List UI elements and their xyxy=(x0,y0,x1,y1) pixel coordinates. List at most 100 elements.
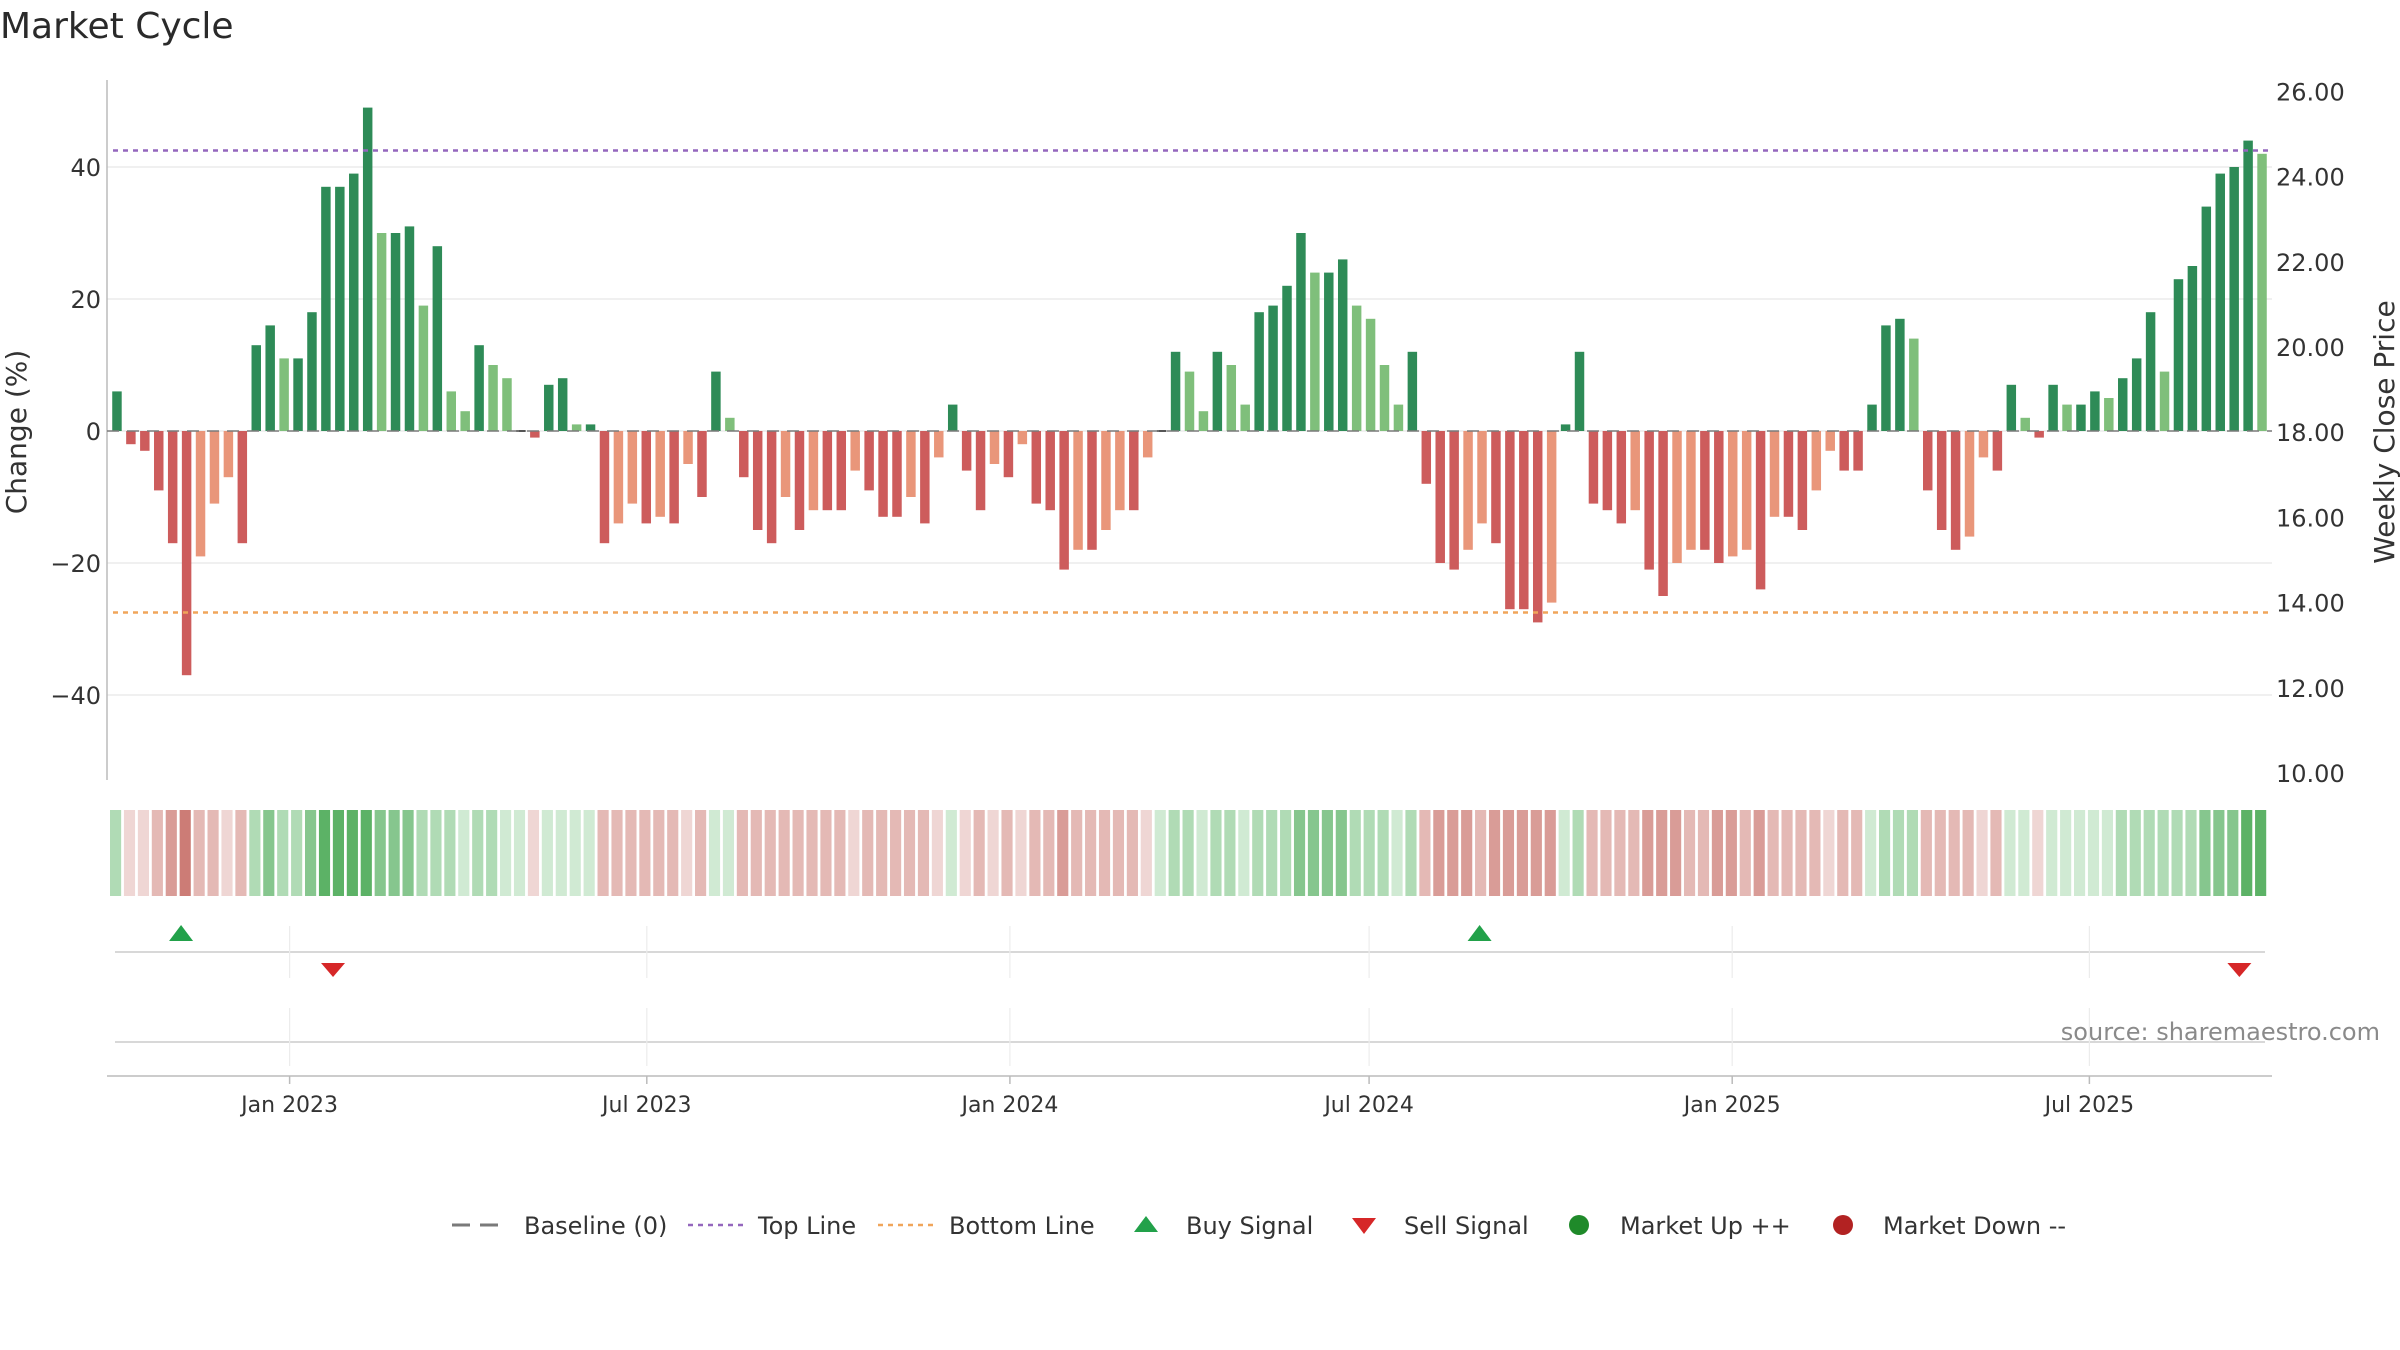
change-bar xyxy=(195,431,206,557)
band-cell xyxy=(2087,810,2100,896)
change-bar xyxy=(530,431,540,438)
change-bar xyxy=(571,424,582,431)
legend-label: Sell Signal xyxy=(1404,1212,1529,1240)
change-bar xyxy=(725,417,735,431)
change-bar xyxy=(1142,431,1153,458)
band-cell xyxy=(1530,810,1542,896)
band-cell xyxy=(1238,810,1250,896)
band-cell xyxy=(151,810,163,896)
change-bar xyxy=(836,431,847,511)
change-bar xyxy=(2243,140,2253,431)
band-cell xyxy=(1642,810,1654,896)
right-axis-ticks: 26.00 24.00 22.00 20.00 18.00 16.00 14.00 12.00… xyxy=(2276,78,2345,788)
band-cell xyxy=(1767,810,1779,896)
date-tick-label: Jul 2025 xyxy=(2043,1093,2135,1118)
change-bar xyxy=(140,431,150,451)
change-bar xyxy=(934,431,944,458)
band-cell xyxy=(2101,810,2113,896)
change-bar xyxy=(906,431,916,497)
change-bar xyxy=(975,431,986,511)
change-bar xyxy=(1254,312,1264,431)
change-bar xyxy=(1310,272,1320,431)
legend-triangle-up-icon xyxy=(1134,1216,1158,1232)
legend-item: Baseline (0) xyxy=(452,1212,667,1240)
band-cell xyxy=(1572,810,1584,896)
band-cell xyxy=(1461,810,1473,896)
change-bar xyxy=(404,226,415,431)
change-bar xyxy=(557,378,568,431)
source-note: source: sharemaestro.com xyxy=(2061,1018,2380,1046)
band-cell xyxy=(611,810,623,896)
change-bar xyxy=(878,431,888,517)
change-bar xyxy=(1379,365,1390,431)
band-cell xyxy=(500,810,512,896)
band-cell xyxy=(1391,810,1403,896)
band-cell xyxy=(2199,810,2211,896)
change-bar xyxy=(1560,424,1571,431)
band-cell xyxy=(2004,810,2016,896)
change-bar xyxy=(1212,351,1223,431)
change-bar xyxy=(293,358,303,431)
change-bar xyxy=(2229,167,2239,431)
change-bar xyxy=(613,431,624,524)
band-cell xyxy=(834,810,846,896)
legend-triangle-down-icon xyxy=(1352,1218,1376,1234)
band-cell xyxy=(1990,810,2002,896)
change-bar xyxy=(1003,431,1014,478)
band-cell xyxy=(945,810,957,896)
band-cell xyxy=(221,810,233,896)
band-cell xyxy=(1600,810,1612,896)
band-cell xyxy=(416,810,428,896)
legend-circle-icon xyxy=(1833,1215,1853,1235)
left-tick-label: 20 xyxy=(70,286,101,314)
legend-label: Buy Signal xyxy=(1186,1212,1313,1240)
change-bar xyxy=(1797,431,1808,530)
band-cell xyxy=(862,810,874,896)
change-bar xyxy=(1755,431,1766,590)
change-bar xyxy=(181,431,192,676)
band-cell xyxy=(708,810,721,896)
band-cell xyxy=(1670,810,1682,896)
band-cell xyxy=(374,810,386,896)
band-cell xyxy=(1906,810,1918,896)
change-bar xyxy=(1059,431,1069,570)
band-cell xyxy=(277,810,289,896)
band-cell xyxy=(2115,810,2127,896)
change-bar xyxy=(544,384,554,431)
date-tick-label: Jan 2023 xyxy=(239,1093,338,1118)
band-cell xyxy=(472,810,484,896)
change-bar xyxy=(432,246,443,431)
band-cell xyxy=(806,810,818,896)
band-cell xyxy=(2073,810,2086,896)
change-bar xyxy=(1895,318,1905,431)
strength-band xyxy=(110,810,2267,896)
legend-label: Baseline (0) xyxy=(524,1212,667,1240)
change-bar xyxy=(1936,431,1947,530)
change-bar xyxy=(683,431,693,464)
change-bar xyxy=(961,431,972,471)
band-cell xyxy=(639,810,651,896)
band-cell xyxy=(569,810,581,896)
sell-signal-marker xyxy=(2227,963,2252,977)
band-cell xyxy=(1725,810,1737,896)
band-cell xyxy=(235,810,247,896)
change-bar xyxy=(1435,431,1445,563)
band-cell xyxy=(695,810,707,896)
change-bar xyxy=(1686,431,1696,550)
change-bar xyxy=(1978,431,1989,458)
band-cell xyxy=(722,810,735,896)
change-bar xyxy=(1964,431,1975,537)
band-cell xyxy=(681,810,693,896)
change-bar xyxy=(2215,173,2225,431)
legend-circle-icon xyxy=(1569,1215,1589,1235)
change-bar xyxy=(418,305,429,431)
band-cell xyxy=(1948,810,1960,896)
change-bar xyxy=(1407,351,1418,431)
band-cell xyxy=(876,810,888,896)
change-bar xyxy=(2257,153,2267,432)
change-bar xyxy=(154,431,164,491)
change-bar xyxy=(1811,431,1822,491)
chart-title: Market Cycle xyxy=(0,6,234,47)
change-bar xyxy=(822,431,833,511)
change-bar xyxy=(808,431,819,511)
